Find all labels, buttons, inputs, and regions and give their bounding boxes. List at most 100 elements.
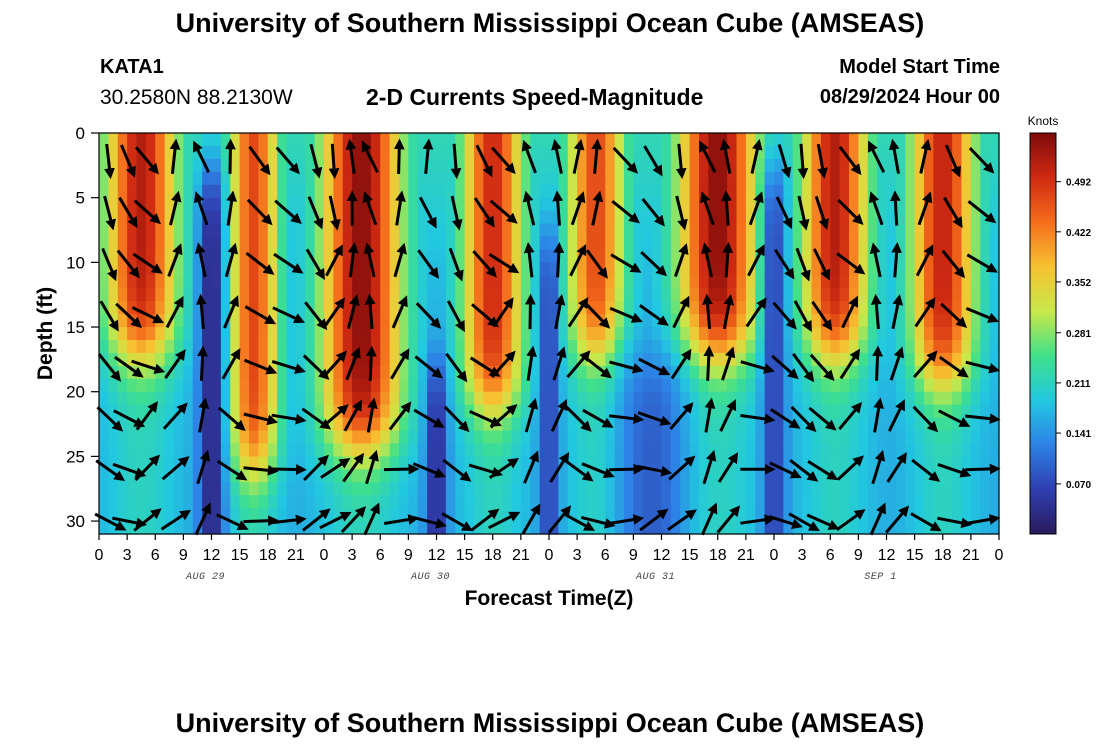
heat-cell [614, 482, 625, 496]
heat-cell [745, 495, 756, 509]
heat-cell [211, 275, 222, 289]
heat-cell [417, 184, 428, 199]
current-vector-arrow [584, 302, 611, 329]
heat-cell [511, 352, 522, 367]
heat-cell [924, 288, 934, 302]
current-vector-arrow [346, 294, 360, 329]
heat-cell [286, 482, 297, 496]
heat-cell [192, 352, 203, 367]
heat-cell [464, 184, 475, 199]
heat-cell [136, 171, 147, 186]
heat-cell [539, 521, 550, 535]
heat-cell [342, 197, 353, 212]
heat-cell [727, 223, 738, 238]
heat-cell [520, 365, 531, 380]
heat-cell [455, 288, 466, 302]
heat-cell [483, 391, 494, 406]
heat-cell [905, 262, 916, 276]
heat-cell [717, 275, 728, 289]
heat-cell [877, 262, 888, 276]
heat-cell [755, 327, 766, 341]
heat-cell [755, 495, 766, 509]
heat-cell [586, 145, 597, 160]
heat-cell [895, 249, 906, 263]
current-vector-arrow [223, 295, 239, 329]
heat-cell [324, 339, 334, 354]
heat-cell [708, 352, 719, 367]
heat-cell [727, 495, 738, 509]
x-tick-label: 6 [376, 547, 385, 564]
heat-cell [699, 158, 709, 173]
current-vector-arrow [443, 405, 470, 433]
heat-cell [970, 236, 981, 251]
current-vector-arrow [937, 462, 972, 478]
heat-cell [802, 197, 813, 212]
heat-cell [230, 145, 241, 160]
heat-cell [764, 469, 775, 483]
current-vector-arrow [873, 397, 885, 433]
heat-cell [164, 145, 175, 160]
heat-cell [99, 249, 109, 263]
heat-cell [502, 508, 513, 522]
heat-cell [811, 327, 822, 341]
heat-cell [108, 249, 119, 263]
heat-cell [539, 443, 550, 457]
heat-cell [445, 249, 456, 263]
heat-cell [267, 521, 278, 535]
heat-cell [577, 521, 588, 535]
heat-cell [595, 482, 606, 496]
heat-cell [727, 262, 738, 276]
heat-cell [614, 223, 625, 238]
heat-cell [708, 197, 719, 212]
heat-cell [727, 391, 738, 406]
heat-cell [286, 378, 297, 393]
heat-cell [155, 171, 166, 186]
current-vector-arrow [135, 146, 159, 175]
heat-cell [380, 365, 391, 380]
current-vector-arrow [872, 345, 883, 381]
heat-cell [417, 352, 428, 367]
heat-cell [277, 327, 288, 341]
heat-cell [511, 249, 522, 263]
heat-cell [699, 352, 709, 367]
heat-cell [595, 275, 606, 289]
heat-cell [736, 417, 747, 432]
heat-cell [277, 456, 288, 470]
heat-cell [483, 365, 494, 380]
heat-cell [399, 365, 409, 380]
heat-cell [464, 378, 475, 393]
heat-cell [352, 197, 363, 212]
heat-cell [830, 249, 841, 263]
heat-cell [549, 210, 559, 225]
heat-cell [239, 521, 250, 535]
heat-cell [474, 443, 484, 457]
heat-cell [642, 210, 653, 225]
heat-cell [380, 469, 391, 483]
heat-cell [895, 443, 906, 457]
current-vector-arrow [245, 251, 275, 275]
heat-cell [352, 275, 363, 289]
heat-cell [127, 145, 138, 160]
current-vector-arrow [553, 242, 565, 278]
heat-cell [108, 378, 119, 393]
heat-cell [905, 184, 916, 199]
heat-cell [342, 378, 353, 393]
heat-cell [877, 404, 888, 419]
heat-cell [680, 443, 691, 457]
heat-cell [745, 158, 756, 173]
heat-cell [474, 417, 484, 432]
heat-cell [624, 223, 634, 238]
heat-cell [914, 482, 925, 496]
heat-cell [689, 288, 700, 302]
heat-cell [680, 339, 691, 354]
heat-cell [342, 223, 353, 238]
heat-cell [642, 365, 653, 380]
heat-cell [239, 365, 250, 380]
heat-cell [727, 365, 738, 380]
heat-cell [661, 521, 672, 535]
heat-cell [858, 521, 869, 535]
current-vector-arrow [912, 405, 939, 433]
heat-cell [539, 158, 550, 173]
heat-cell [877, 210, 888, 225]
heat-cell [689, 275, 700, 289]
